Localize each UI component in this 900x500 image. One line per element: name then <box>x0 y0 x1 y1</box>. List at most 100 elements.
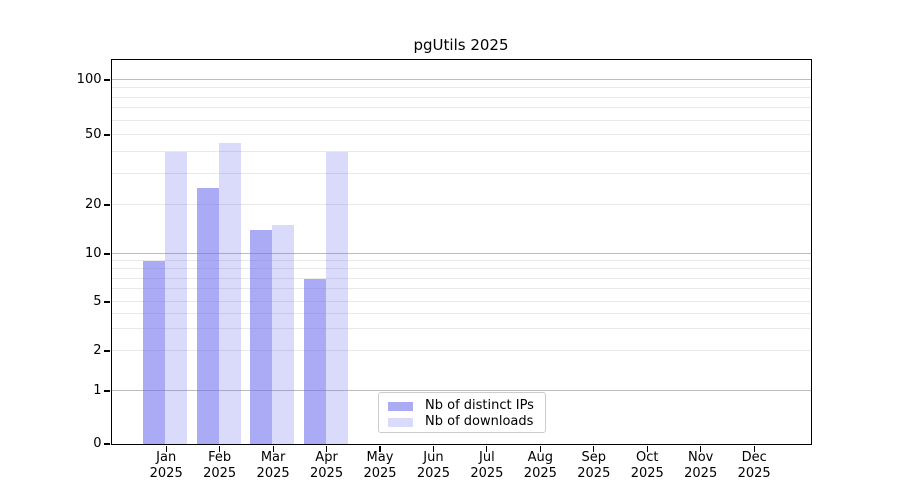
x-tick-year: 2025 <box>310 466 344 481</box>
y-tick-label-2: 2 <box>93 343 102 358</box>
bar-feb-distinct-ips <box>196 187 219 444</box>
x-tick-month: Jul <box>479 450 495 465</box>
gridline-minor-70 <box>111 107 811 109</box>
x-tick-label-jul: Jul 2025 <box>456 450 518 482</box>
x-tick-label-nov: Nov 2025 <box>670 450 732 482</box>
gridline-minor-8 <box>111 268 811 270</box>
x-tick-jul <box>486 445 488 452</box>
gridline-minor-80 <box>111 96 811 98</box>
x-tick-mar <box>272 445 274 452</box>
y-tick-0 <box>104 443 110 445</box>
gridline-major-1 <box>111 390 811 391</box>
gridline-minor-6 <box>111 288 811 290</box>
x-tick-may <box>379 445 381 452</box>
gridline-minor-2 <box>111 350 811 351</box>
bar-apr-distinct-ips <box>303 278 326 444</box>
x-tick-year: 2025 <box>203 466 237 481</box>
x-tick-nov <box>700 445 702 452</box>
x-tick-label-sep: Sep 2025 <box>563 450 625 482</box>
plot-inner: 0 1 2 5 10 20 50 100 Jan 2025 Feb 2025 Mar 2025 Apr 202… <box>77 60 811 481</box>
chart-title: pgUtils 2025 <box>413 36 509 54</box>
y-tick-1 <box>104 390 110 392</box>
x-tick-year: 2025 <box>416 466 450 481</box>
x-tick-dec <box>753 445 755 452</box>
legend: Nb of distinct IPs Nb of downloads <box>378 392 546 433</box>
bar-mar-distinct-ips <box>250 230 273 444</box>
x-tick-month: Aug <box>527 450 554 465</box>
bar-feb-downloads <box>218 143 241 444</box>
legend-label-downloads: Nb of downloads <box>425 414 534 429</box>
y-tick-100 <box>104 79 110 81</box>
x-tick-label-feb: Feb 2025 <box>189 450 251 482</box>
legend-label-distinct-ips: Nb of distinct IPs <box>425 398 534 413</box>
x-tick-label-mar: Mar 2025 <box>242 450 304 482</box>
y-tick-label-20: 20 <box>84 197 102 212</box>
x-tick-month: Oct <box>636 450 659 465</box>
y-tick-label-0: 0 <box>93 436 102 451</box>
gridline-minor-40 <box>111 151 811 153</box>
y-tick-label-100: 100 <box>76 72 102 87</box>
x-tick-aug <box>539 445 541 452</box>
gridline-minor-20 <box>111 204 811 205</box>
x-tick-month: Apr <box>315 450 338 465</box>
x-tick-month: Mar <box>260 450 286 465</box>
x-tick-year: 2025 <box>737 466 771 481</box>
x-tick-label-oct: Oct 2025 <box>616 450 678 482</box>
gridline-minor-5 <box>111 301 811 302</box>
x-tick-oct <box>646 445 648 452</box>
legend-swatch-downloads-icon <box>388 417 413 427</box>
x-tick-year: 2025 <box>523 466 557 481</box>
x-tick-month: Feb <box>208 450 232 465</box>
legend-item-downloads: Nb of downloads <box>388 414 537 430</box>
x-tick-month: Jun <box>423 450 444 465</box>
bar-jan-distinct-ips <box>143 261 166 444</box>
x-tick-apr <box>325 445 328 452</box>
y-tick-10 <box>104 253 110 255</box>
x-tick-feb <box>219 445 221 452</box>
x-tick-year: 2025 <box>470 466 504 481</box>
x-tick-month: Jan <box>156 450 177 465</box>
x-tick-label-jan: Jan 2025 <box>135 450 197 482</box>
gridline-minor-30 <box>111 173 811 175</box>
legend-swatch-distinct-ips-icon <box>388 401 413 411</box>
x-tick-label-dec: Dec 2025 <box>723 450 785 482</box>
x-tick-year: 2025 <box>149 466 183 481</box>
gridline-minor-50 <box>111 134 811 135</box>
x-tick-year: 2025 <box>577 466 611 481</box>
y-tick-label-50: 50 <box>84 127 102 142</box>
y-tick-50 <box>104 134 110 136</box>
y-tick-label-1: 1 <box>93 383 102 398</box>
x-tick-year: 2025 <box>363 466 397 481</box>
x-tick-month: Sep <box>581 450 607 465</box>
bar-mar-downloads <box>272 225 295 444</box>
x-tick-year: 2025 <box>684 466 718 481</box>
x-tick-jun <box>432 445 435 452</box>
y-tick-2 <box>104 350 110 352</box>
y-tick-label-10: 10 <box>84 246 102 261</box>
y-tick-label-5: 5 <box>93 294 102 309</box>
gridline-minor-9 <box>111 260 811 262</box>
y-tick-20 <box>104 204 110 206</box>
y-tick-5 <box>104 301 110 303</box>
gridline-major-10 <box>111 253 811 254</box>
gridline-major-100 <box>111 79 811 80</box>
x-tick-month: Dec <box>741 450 767 465</box>
plot-area: 0 1 2 5 10 20 50 100 Jan 2025 Feb 2025 Mar 2025 Apr 202… <box>77 58 812 481</box>
x-tick-month: May <box>366 450 394 465</box>
bar-apr-downloads <box>325 152 348 444</box>
gridline-minor-4 <box>111 312 811 314</box>
x-tick-month: Nov <box>688 450 714 465</box>
bar-jan-downloads <box>165 152 188 444</box>
x-tick-label-apr: Apr 2025 <box>296 450 358 482</box>
x-tick-label-jun: Jun 2025 <box>402 450 464 482</box>
gridline-minor-60 <box>111 119 811 121</box>
x-tick-jan <box>165 445 167 452</box>
x-tick-year: 2025 <box>256 466 290 481</box>
gridline-minor-7 <box>111 277 811 279</box>
x-tick-label-may: May 2025 <box>349 450 411 482</box>
x-tick-label-aug: Aug 2025 <box>509 450 571 482</box>
legend-item-distinct-ips: Nb of distinct IPs <box>388 398 537 414</box>
gridline-minor-90 <box>111 87 811 89</box>
gridline-minor-3 <box>111 328 811 330</box>
